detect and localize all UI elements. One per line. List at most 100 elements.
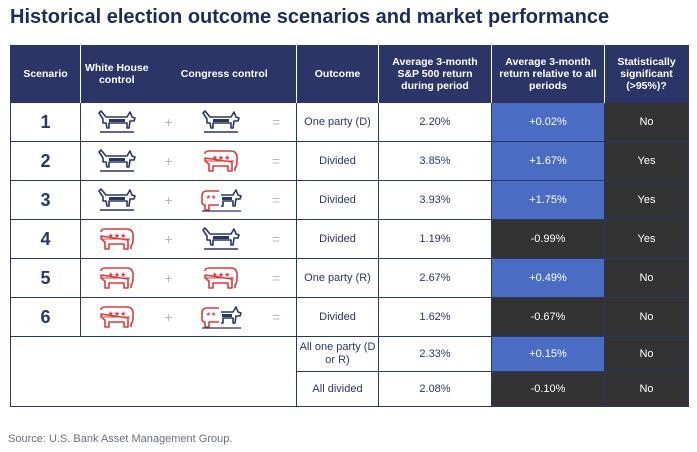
- equals-sign: =: [256, 258, 297, 298]
- outcome-cell: One party (R): [296, 258, 379, 298]
- elephant-icon: ★★★: [81, 265, 153, 291]
- donkey-icon: [185, 226, 257, 252]
- avg-return-cell: 3.85%: [378, 141, 492, 181]
- relative-return-cell: -0.67%: [491, 297, 605, 337]
- congress-cell: ★★★: [184, 141, 257, 181]
- svg-text:★★: ★★: [205, 194, 216, 201]
- split-icon: ★★: [185, 304, 257, 330]
- equals-sign: =: [256, 141, 297, 181]
- svg-text:★★★: ★★★: [211, 271, 230, 279]
- equals-sign: =: [256, 102, 297, 142]
- summary-row: All one party (D or R) 2.33% +0.15% No: [10, 336, 689, 407]
- avg-return-cell: 2.20%: [378, 102, 492, 142]
- congress-cell: [184, 102, 257, 142]
- summary-avg-return-cell: 2.08%: [378, 371, 492, 407]
- summary-outcome-cell: All divided: [296, 371, 379, 407]
- white-house-cell: [80, 141, 153, 181]
- elephant-icon: ★★★: [81, 226, 153, 252]
- svg-text:★★★: ★★★: [107, 271, 126, 279]
- table-row: 5 ★★★ + ★★★ = One party (R) 2.67% +0.49% No: [10, 258, 689, 298]
- svg-text:★★: ★★: [205, 311, 216, 318]
- congress-cell: ★★: [184, 297, 257, 337]
- outcome-cell: Divided: [296, 180, 379, 220]
- plus-sign: +: [152, 141, 185, 181]
- summary-row: All divided 2.08% -0.10% No: [11, 371, 689, 407]
- page-title: Historical election outcome scenarios an…: [10, 6, 610, 28]
- summary-outcome-cell: All one party (D or R): [296, 336, 379, 372]
- white-house-cell: ★★★: [80, 297, 153, 337]
- congress-cell: ★★: [184, 180, 257, 220]
- table-row: 2 + ★★★ = Divided 3.85% +1.67% Yes: [10, 141, 689, 181]
- header-white-house: White House control: [80, 45, 153, 103]
- summary-avg-return-cell: 2.33%: [378, 336, 492, 372]
- scenario-number: 6: [10, 297, 81, 337]
- white-house-cell: ★★★: [80, 219, 153, 259]
- white-house-cell: [80, 102, 153, 142]
- summary-relative-cell: -0.10%: [491, 371, 605, 407]
- avg-return-cell: 2.67%: [378, 258, 492, 298]
- svg-text:★★★: ★★★: [107, 310, 126, 318]
- plus-sign: +: [152, 219, 185, 259]
- equals-sign: =: [256, 219, 297, 259]
- table-row: 4 ★★★ + = Divided 1.19% -0.99% Yes: [10, 219, 689, 259]
- summary-significance-cell: No: [604, 371, 689, 407]
- congress-cell: [184, 219, 257, 259]
- header-avg-return: Average 3-month S&P 500 return during pe…: [378, 45, 492, 103]
- elephant-icon: ★★★: [185, 148, 257, 174]
- significance-cell: Yes: [604, 219, 689, 259]
- scenario-number: 2: [10, 141, 81, 181]
- relative-return-cell: +1.67%: [491, 141, 605, 181]
- plus-sign: +: [152, 102, 185, 142]
- significance-cell: Yes: [604, 180, 689, 220]
- scenario-number: 4: [10, 219, 81, 259]
- summary-blank: [10, 336, 297, 407]
- scenario-number: 1: [10, 102, 81, 142]
- avg-return-cell: 1.62%: [378, 297, 492, 337]
- relative-return-cell: +0.49%: [491, 258, 605, 298]
- header-significant: Statistically significant (>95%)?: [604, 45, 689, 103]
- summary-significance-cell: No: [604, 336, 689, 372]
- white-house-cell: [80, 180, 153, 220]
- significance-cell: No: [604, 297, 689, 337]
- congress-cell: ★★★: [184, 258, 257, 298]
- scenario-table: Scenario White House control Congress co…: [10, 45, 689, 407]
- header-scenario: Scenario: [10, 45, 81, 103]
- source-note: Source: U.S. Bank Asset Management Group…: [8, 433, 233, 445]
- outcome-cell: One party (D): [296, 102, 379, 142]
- scenario-number: 3: [10, 180, 81, 220]
- plus-sign: +: [152, 180, 185, 220]
- header-outcome: Outcome: [296, 45, 379, 103]
- avg-return-cell: 1.19%: [378, 219, 492, 259]
- relative-return-cell: +0.02%: [491, 102, 605, 142]
- table-row: 3 + ★★ = Divided 3.93% +1.75% Yes: [10, 180, 689, 220]
- header-congress: Congress control: [152, 45, 297, 103]
- significance-cell: Yes: [604, 141, 689, 181]
- donkey-icon: [81, 109, 153, 135]
- svg-text:★★★: ★★★: [107, 232, 126, 240]
- significance-cell: No: [604, 258, 689, 298]
- donkey-icon: [185, 109, 257, 135]
- table-row: 6 ★★★ + ★★ = Divided 1.62% -0.67% No: [10, 297, 689, 337]
- outcome-cell: Divided: [296, 219, 379, 259]
- donkey-icon: [81, 148, 153, 174]
- outcome-cell: Divided: [296, 297, 379, 337]
- avg-return-cell: 3.93%: [378, 180, 492, 220]
- elephant-icon: ★★★: [185, 265, 257, 291]
- table-row: 1 + = One party (D) 2.20% +0.02% No: [10, 102, 689, 142]
- significance-cell: No: [604, 102, 689, 142]
- elephant-icon: ★★★: [81, 304, 153, 330]
- plus-sign: +: [152, 258, 185, 298]
- white-house-cell: ★★★: [80, 258, 153, 298]
- scenario-number: 5: [10, 258, 81, 298]
- split-icon: ★★: [185, 187, 257, 213]
- equals-sign: =: [256, 180, 297, 220]
- relative-return-cell: -0.99%: [491, 219, 605, 259]
- plus-sign: +: [152, 297, 185, 337]
- equals-sign: =: [256, 297, 297, 337]
- header-row: Scenario White House control Congress co…: [10, 45, 689, 103]
- relative-return-cell: +1.75%: [491, 180, 605, 220]
- header-relative: Average 3-month return relative to all p…: [491, 45, 605, 103]
- svg-text:★★★: ★★★: [211, 154, 230, 162]
- summary-relative-cell: +0.15%: [491, 336, 605, 372]
- outcome-cell: Divided: [296, 141, 379, 181]
